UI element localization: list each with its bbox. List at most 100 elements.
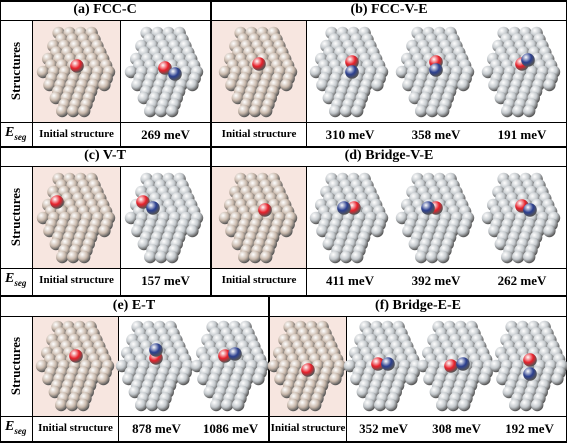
host-atom xyxy=(356,385,369,399)
panel-d-title: (d) Bridge-V-E xyxy=(344,148,434,163)
cluster-structure-image xyxy=(36,26,116,118)
host-atom xyxy=(437,250,450,264)
host-atom xyxy=(124,65,138,79)
host-atom xyxy=(298,398,311,412)
host-atom xyxy=(416,359,430,373)
host-atom xyxy=(135,398,148,412)
dopant-atom-red xyxy=(258,203,272,217)
host-atom xyxy=(322,237,335,251)
host-atom xyxy=(144,250,157,264)
host-atom xyxy=(137,91,150,105)
host-atom xyxy=(512,250,525,264)
host-atom xyxy=(287,398,300,412)
dopant-atom-blue xyxy=(149,343,163,357)
dopant-atom-blue xyxy=(146,201,160,215)
host-atom xyxy=(78,250,91,264)
host-atom xyxy=(155,104,168,118)
rule xyxy=(120,20,121,146)
caption: 352 meV xyxy=(359,421,408,436)
host-atom xyxy=(489,359,503,373)
host-atom xyxy=(502,385,515,399)
host-atom xyxy=(218,65,232,79)
host-atom xyxy=(329,372,342,386)
rule xyxy=(306,166,307,295)
dopant-atom-red xyxy=(136,195,150,209)
caption: 392 meV xyxy=(411,273,461,288)
host-atom xyxy=(131,78,144,92)
host-atom xyxy=(98,78,111,92)
host-atom xyxy=(67,250,80,264)
dopant-atom-blue xyxy=(523,367,537,381)
host-atom xyxy=(122,372,135,386)
host-atom xyxy=(457,224,470,238)
host-atom xyxy=(280,78,293,92)
host-atom xyxy=(66,398,79,412)
dopant-atom-red xyxy=(347,201,361,215)
rule xyxy=(120,166,121,295)
host-atom xyxy=(197,372,210,386)
dopant-atom-red xyxy=(301,363,315,377)
host-atom xyxy=(523,104,536,118)
rule xyxy=(210,0,212,295)
rule xyxy=(306,20,307,146)
dopant-atom-blue xyxy=(521,53,535,67)
row-label-structures: Structures xyxy=(8,187,23,247)
host-atom xyxy=(395,211,409,225)
host-atom xyxy=(49,237,62,251)
host-atom xyxy=(190,359,204,373)
rule xyxy=(0,0,1,443)
cluster-structure-image xyxy=(481,26,561,118)
host-atom xyxy=(423,372,436,386)
host-atom xyxy=(351,104,364,118)
eseg-label: Eseg xyxy=(5,419,27,436)
host-atom xyxy=(231,91,244,105)
rule xyxy=(32,316,33,443)
host-atom xyxy=(481,211,495,225)
host-atom xyxy=(385,398,398,412)
caption: 358 meV xyxy=(411,127,461,142)
dopant-atom-blue xyxy=(421,201,435,215)
host-atom xyxy=(478,372,491,386)
host-atom xyxy=(543,78,556,92)
dopant-atom-red xyxy=(371,357,385,371)
host-atom xyxy=(274,372,287,386)
panel-a-title: (a) FCC-C xyxy=(73,2,137,17)
eseg-label: Eseg xyxy=(5,271,27,288)
host-atom xyxy=(494,91,507,105)
host-atom xyxy=(144,104,157,118)
rule xyxy=(346,316,347,443)
cluster-structure-image xyxy=(395,172,475,264)
host-atom xyxy=(340,250,353,264)
host-atom xyxy=(408,237,421,251)
host-atom xyxy=(316,224,329,238)
caption: Initial structure xyxy=(270,422,346,434)
host-atom xyxy=(351,250,364,264)
rule xyxy=(0,20,567,21)
host-atom xyxy=(415,250,428,264)
caption: Initial structure xyxy=(39,274,114,286)
dopant-atom-red xyxy=(444,359,458,373)
cluster-structure-image xyxy=(36,172,116,264)
cluster-structure-image xyxy=(309,26,389,118)
host-atom xyxy=(155,250,168,264)
host-atom xyxy=(67,104,80,118)
host-atom xyxy=(437,104,450,118)
host-atom xyxy=(415,104,428,118)
host-atom xyxy=(350,372,363,386)
cluster-structure-image xyxy=(309,172,389,264)
host-atom xyxy=(551,372,564,386)
rule xyxy=(0,441,567,443)
host-atom xyxy=(128,385,141,399)
dopant-atom-red xyxy=(158,61,172,75)
panel-f-title: (f) Bridge-E-E xyxy=(375,298,461,313)
caption: 310 meV xyxy=(325,127,375,142)
caption: 262 meV xyxy=(497,273,547,288)
host-atom xyxy=(166,250,179,264)
host-atom xyxy=(343,359,357,373)
host-atom xyxy=(249,104,262,118)
host-atom xyxy=(429,385,442,399)
dopant-atom-red xyxy=(345,55,359,69)
host-atom xyxy=(329,250,342,264)
host-atom xyxy=(447,398,460,412)
